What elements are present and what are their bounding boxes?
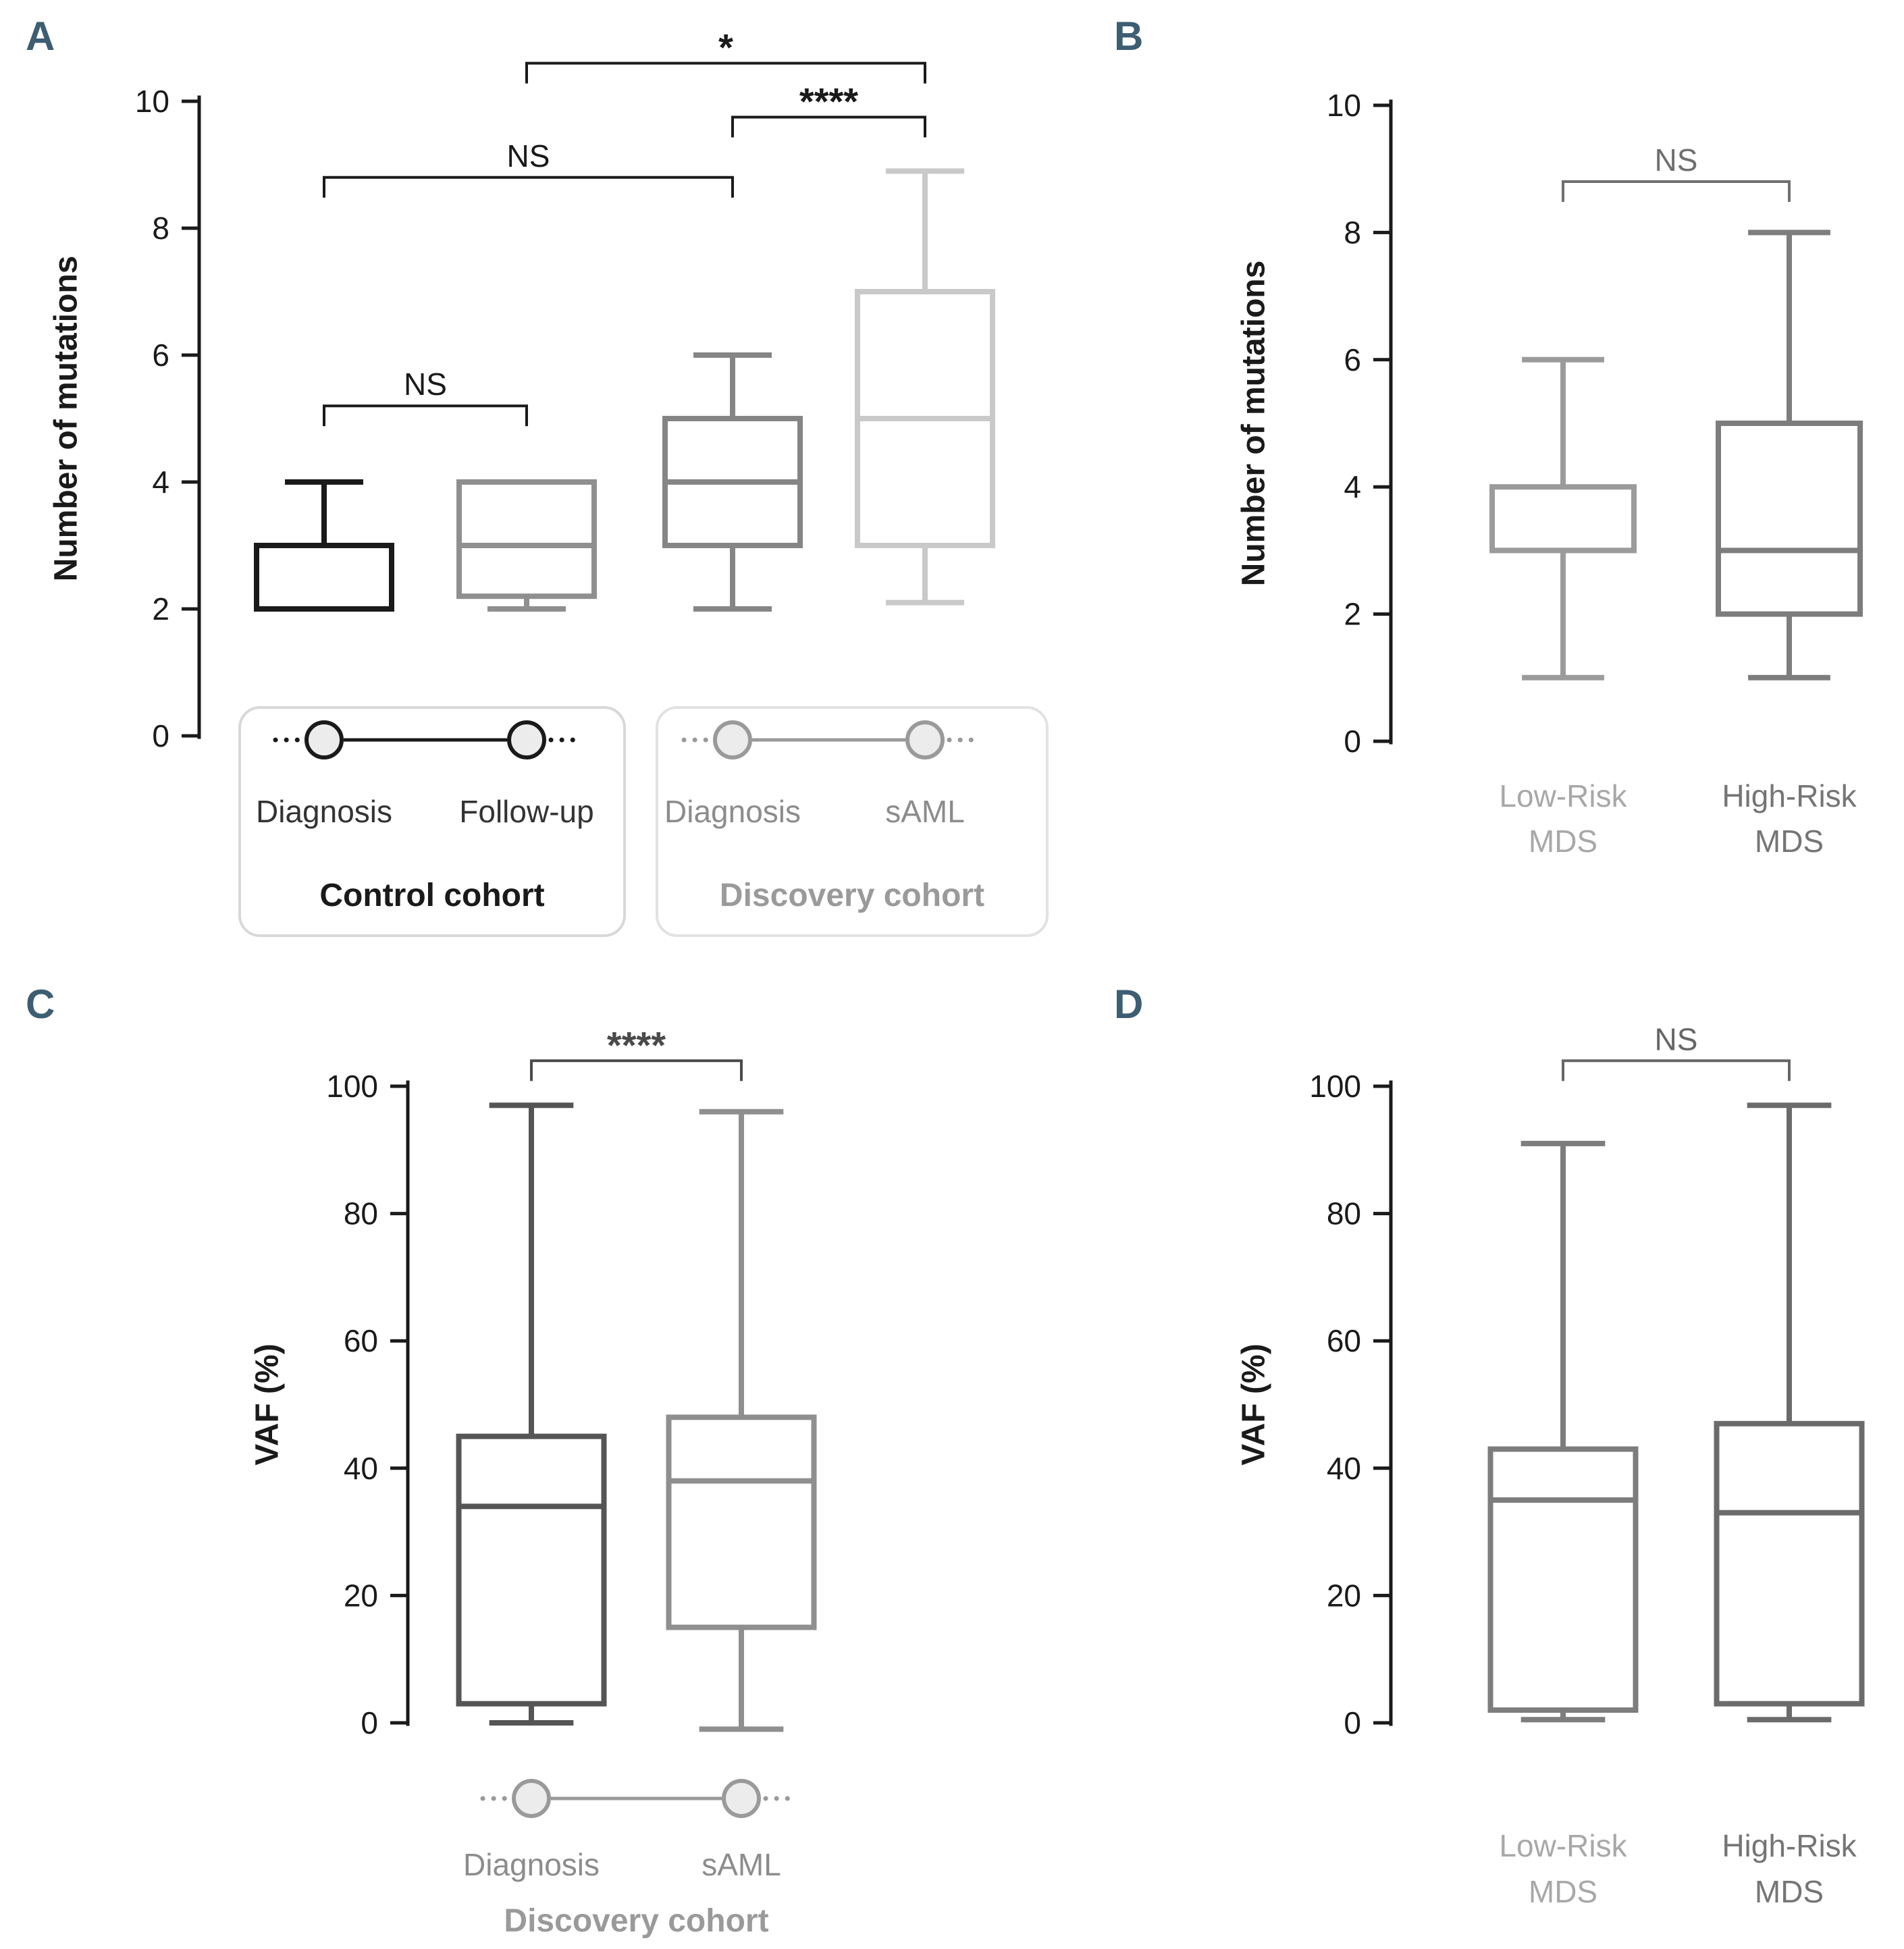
significance-label: NS bbox=[1655, 142, 1698, 178]
significance-bracket: * bbox=[525, 26, 926, 84]
y-tick-label: 40 bbox=[1327, 1451, 1361, 1486]
legend-item-label: Diagnosis bbox=[664, 794, 801, 829]
significance-bracket: NS bbox=[323, 367, 528, 427]
y-tick-label: 0 bbox=[361, 1705, 378, 1740]
legend-item-label: sAML bbox=[702, 1847, 781, 1882]
timepoint-icon bbox=[507, 720, 546, 759]
y-tick-label: 2 bbox=[1344, 597, 1361, 632]
y-tick-label: 8 bbox=[152, 211, 169, 246]
y-tick-label: 100 bbox=[1309, 1069, 1361, 1104]
box-plot bbox=[1487, 1140, 1639, 1723]
legend-item-label: sAML bbox=[885, 794, 965, 829]
category-label: High-Risk bbox=[1722, 1828, 1857, 1863]
y-tick-label: 60 bbox=[344, 1323, 378, 1358]
y-tick-label: 0 bbox=[152, 718, 169, 753]
y-axis-title: Number of mutations bbox=[49, 256, 84, 582]
category-label: MDS bbox=[1529, 1874, 1597, 1909]
legend-item-label: Diagnosis bbox=[463, 1847, 600, 1882]
y-tick-label: 8 bbox=[1344, 215, 1361, 250]
category-label: MDS bbox=[1529, 824, 1597, 859]
timepoint-icon bbox=[305, 720, 344, 759]
box-plot bbox=[456, 1102, 607, 1726]
legend-discovery-cohort: Diagnosis sAML Discovery cohort bbox=[463, 1779, 793, 1939]
legend-group-title: Discovery cohort bbox=[720, 878, 984, 913]
legend-item-label: Diagnosis bbox=[256, 794, 392, 829]
significance-label: **** bbox=[799, 80, 858, 123]
significance-bracket: NS bbox=[323, 138, 734, 198]
significance-bracket: NS bbox=[1562, 142, 1791, 203]
category-label: Low-Risk bbox=[1499, 778, 1627, 813]
y-axis-title: VAF (%) bbox=[1236, 1343, 1272, 1465]
timepoint-icon bbox=[722, 1779, 761, 1818]
y-tick-label: 100 bbox=[326, 1069, 378, 1104]
y-tick-label: 6 bbox=[1344, 342, 1361, 377]
significance-label: **** bbox=[607, 1023, 666, 1066]
category-label: Low-Risk bbox=[1499, 1828, 1627, 1863]
y-tick-label: 0 bbox=[1344, 1705, 1361, 1740]
category-label: MDS bbox=[1755, 1874, 1824, 1909]
y-tick-label: 80 bbox=[344, 1196, 378, 1231]
significance-bracket: NS bbox=[1562, 1021, 1791, 1082]
y-tick-label: 10 bbox=[1327, 88, 1361, 123]
legend-group-title: Discovery cohort bbox=[504, 1903, 768, 1939]
category-label: High-Risk bbox=[1722, 778, 1857, 813]
y-axis-title: VAF (%) bbox=[250, 1343, 286, 1465]
box-plot bbox=[456, 479, 597, 612]
y-tick-label: 6 bbox=[152, 338, 169, 373]
timepoint-icon bbox=[512, 1779, 551, 1818]
y-axis: 0 20 40 60 80 100 bbox=[1309, 1069, 1393, 1740]
box-plot bbox=[1489, 356, 1637, 680]
y-tick-label: 4 bbox=[152, 464, 169, 500]
timepoint-icon bbox=[905, 720, 945, 759]
significance-bracket: **** bbox=[731, 80, 926, 138]
y-tick-label: 20 bbox=[344, 1578, 378, 1613]
box-plot bbox=[662, 352, 803, 612]
panel-label-d: D bbox=[1114, 982, 1144, 1027]
significance-label: * bbox=[718, 26, 733, 69]
panel-b-boxplot-chart: 0 2 4 6 8 10 Number of mutations NS Low-Risk MDS H… bbox=[1236, 88, 1863, 859]
significance-bracket: **** bbox=[530, 1023, 743, 1082]
category-label: MDS bbox=[1755, 824, 1824, 859]
y-axis: 0 2 4 6 8 10 bbox=[1327, 88, 1393, 759]
y-tick-label: 4 bbox=[1344, 469, 1361, 504]
y-axis-title: Number of mutations bbox=[1236, 261, 1272, 587]
y-axis: 0 2 4 6 8 10 bbox=[135, 84, 201, 753]
legend-control-cohort: Diagnosis Follow-up Control cohort bbox=[238, 706, 626, 937]
significance-label: NS bbox=[507, 138, 550, 173]
significance-label: NS bbox=[404, 367, 447, 402]
y-tick-label: 60 bbox=[1327, 1323, 1361, 1358]
box-plot bbox=[855, 168, 995, 606]
legend-item-label: Follow-up bbox=[459, 794, 593, 829]
box-plot bbox=[254, 479, 394, 612]
box-plot bbox=[666, 1109, 817, 1732]
y-tick-label: 80 bbox=[1327, 1196, 1361, 1231]
panel-d-boxplot-chart: 0 20 40 60 80 100 VAF (%) NS Low-Risk MDS High-Ris… bbox=[1236, 1021, 1865, 1909]
timepoint-icon bbox=[713, 720, 752, 759]
significance-label: NS bbox=[1655, 1021, 1698, 1057]
y-tick-label: 40 bbox=[344, 1451, 378, 1486]
y-tick-label: 2 bbox=[152, 591, 169, 626]
legend-group-title: Control cohort bbox=[319, 878, 544, 913]
y-axis: 0 20 40 60 80 100 bbox=[326, 1069, 410, 1740]
y-tick-label: 10 bbox=[135, 84, 169, 119]
panel-label-b: B bbox=[1114, 14, 1144, 59]
panel-label-a: A bbox=[26, 14, 55, 59]
y-tick-label: 0 bbox=[1344, 724, 1361, 759]
box-plot bbox=[1716, 230, 1863, 680]
box-plot bbox=[1714, 1102, 1865, 1723]
y-tick-label: 20 bbox=[1327, 1578, 1361, 1613]
panel-label-c: C bbox=[26, 982, 55, 1027]
legend-discovery-cohort: Diagnosis sAML Discovery cohort bbox=[656, 706, 1049, 937]
panel-c-boxplot-chart: 0 20 40 60 80 100 VAF (%) **** Diagnosis sAML Disc… bbox=[250, 1023, 817, 1939]
